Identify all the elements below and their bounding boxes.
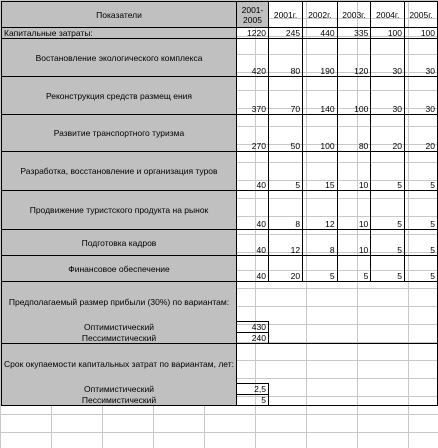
payback-pessimistic-label[interactable]: Пессимистический [1, 394, 237, 406]
row-label[interactable]: Капитальные затраты: [1, 27, 237, 39]
cell-2002[interactable]: 440 [302, 27, 338, 39]
cell-2002[interactable]: 12 [302, 190, 338, 230]
cell-2005[interactable]: 30 [404, 38, 438, 77]
cell-2003[interactable]: 335 [336, 27, 372, 39]
payback-optimistic-label[interactable]: Оптимистический [1, 383, 237, 395]
cell-2005[interactable]: 5 [404, 229, 438, 256]
cell-2003[interactable]: 80 [336, 114, 372, 152]
profit-blank[interactable] [236, 281, 438, 322]
cell-2004[interactable]: 20 [370, 114, 406, 152]
payback-blank[interactable] [236, 343, 438, 384]
row-label[interactable]: Финансовое обеспечение [1, 255, 237, 282]
header-period-line2: 2005 [243, 14, 262, 25]
cell-2005[interactable]: 5 [404, 190, 438, 230]
profit-pessimistic-row: Пессимистический 240 [1, 332, 438, 344]
cell-2003[interactable]: 120 [336, 38, 372, 77]
cell-total[interactable]: 40 [236, 151, 269, 191]
profit-title-row: Предполагаемый размер прибыли (30%) по в… [1, 281, 438, 322]
header-2003[interactable]: 2003г. [336, 1, 372, 28]
profit-pessimistic-label[interactable]: Пессимистический [1, 332, 237, 344]
table-row: Разработка, восстановление и организация… [1, 151, 438, 191]
cell-2001[interactable]: 12 [267, 229, 304, 256]
header-indicators[interactable]: Показатели [1, 1, 237, 28]
cell-2001[interactable]: 245 [267, 27, 304, 39]
cell-total[interactable]: 1220 [236, 27, 269, 39]
payback-pessimistic-row: Пессимистический 5 [1, 394, 438, 406]
row-label[interactable]: Подготовка кадров [1, 229, 237, 256]
header-period-line1: 2001- [241, 4, 264, 15]
cell-2004[interactable]: 5 [370, 151, 406, 191]
cell-2003[interactable]: 5 [336, 255, 372, 282]
cell-2004[interactable]: 30 [370, 38, 406, 77]
cell-2001[interactable]: 8 [267, 190, 304, 230]
cell-total[interactable]: 40 [236, 255, 269, 282]
profit-pessimistic-value[interactable]: 240 [236, 332, 269, 344]
data-table: Показатели 2001- 2005 2001г. 2002г. 2003г… [1, 1, 438, 406]
header-row: Показатели 2001- 2005 2001г. 2002г. 2003г… [1, 1, 438, 28]
row-label[interactable]: Развитие транспортного туризма [1, 114, 237, 152]
payback-pessimistic-value[interactable]: 5 [236, 394, 269, 406]
row-label[interactable]: Востановление экологического комплекса [1, 38, 237, 77]
cell-2005[interactable]: 5 [404, 151, 438, 191]
payback-optimistic-blank[interactable] [267, 383, 438, 395]
cell-2004[interactable]: 5 [370, 190, 406, 230]
cell-2003[interactable]: 100 [336, 76, 372, 115]
payback-pessimistic-blank[interactable] [267, 394, 438, 406]
profit-optimistic-label[interactable]: Оптимистический [1, 321, 237, 333]
cell-2001[interactable]: 70 [267, 76, 304, 115]
table-row: Капитальные затраты: 1220 245 440 335 10… [1, 27, 438, 39]
payback-optimistic-row: Оптимистический 2,5 [1, 383, 438, 395]
cell-2005[interactable]: 30 [404, 76, 438, 115]
table-row: Подготовка кадров 40 12 8 10 5 5 [1, 229, 438, 256]
cell-2005[interactable]: 5 [404, 255, 438, 282]
cell-2002[interactable]: 5 [302, 255, 338, 282]
cell-total[interactable]: 40 [236, 190, 269, 230]
cell-total[interactable]: 370 [236, 76, 269, 115]
profit-pessimistic-blank[interactable] [267, 332, 438, 344]
header-period[interactable]: 2001- 2005 [236, 1, 269, 28]
row-label[interactable]: Разработка, восстановление и организация… [1, 151, 237, 191]
table-row: Продвижение туристского продукта на рыно… [1, 190, 438, 230]
table-row: Реконструкция средств размещ ения 370 70… [1, 76, 438, 115]
header-2005[interactable]: 2005г. [404, 1, 438, 28]
row-label[interactable]: Продвижение туристского продукта на рыно… [1, 190, 237, 230]
cell-2005[interactable]: 100 [404, 27, 438, 39]
cell-total[interactable]: 40 [236, 229, 269, 256]
cell-2003[interactable]: 10 [336, 229, 372, 256]
cell-2001[interactable]: 5 [267, 151, 304, 191]
cell-total[interactable]: 270 [236, 114, 269, 152]
table-row: Востановление экологического комплекса 4… [1, 38, 438, 77]
cell-2004[interactable]: 5 [370, 229, 406, 256]
cell-2001[interactable]: 80 [267, 38, 304, 77]
header-2001[interactable]: 2001г. [267, 1, 304, 28]
cell-2001[interactable]: 20 [267, 255, 304, 282]
cell-2002[interactable]: 15 [302, 151, 338, 191]
cell-2003[interactable]: 10 [336, 190, 372, 230]
cell-2002[interactable]: 8 [302, 229, 338, 256]
payback-optimistic-value[interactable]: 2,5 [236, 383, 269, 395]
cell-2002[interactable]: 140 [302, 76, 338, 115]
profit-optimistic-row: Оптимистический 430 [1, 321, 438, 333]
payback-title-row: Срок окупаемости капитальных затрат по в… [1, 343, 438, 384]
profit-title[interactable]: Предполагаемый размер прибыли (30%) по в… [1, 281, 237, 322]
cell-2004[interactable]: 5 [370, 255, 406, 282]
row-label[interactable]: Реконструкция средств размещ ения [1, 76, 237, 115]
header-2004[interactable]: 2004г. [370, 1, 406, 28]
cell-2004[interactable]: 100 [370, 27, 406, 39]
cell-2005[interactable]: 20 [404, 114, 438, 152]
header-2002[interactable]: 2002г. [302, 1, 338, 28]
profit-optimistic-value[interactable]: 430 [236, 321, 269, 333]
cell-2004[interactable]: 30 [370, 76, 406, 115]
cell-total[interactable]: 420 [236, 38, 269, 77]
cell-2003[interactable]: 10 [336, 151, 372, 191]
table-row: Финансовое обеспечение 40 20 5 5 5 5 [1, 255, 438, 282]
cell-2001[interactable]: 50 [267, 114, 304, 152]
table-row: Развитие транспортного туризма 270 50 10… [1, 114, 438, 152]
cell-2002[interactable]: 100 [302, 114, 338, 152]
profit-optimistic-blank[interactable] [267, 321, 438, 333]
payback-title[interactable]: Срок окупаемости капитальных затрат по в… [1, 343, 237, 384]
cell-2002[interactable]: 190 [302, 38, 338, 77]
